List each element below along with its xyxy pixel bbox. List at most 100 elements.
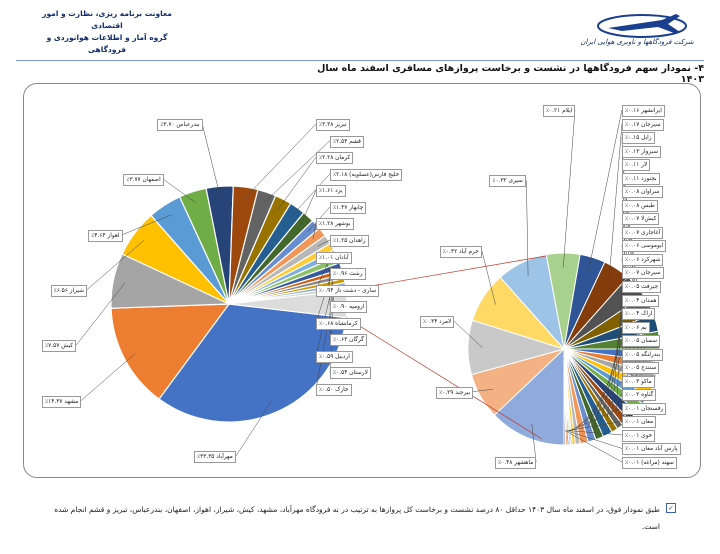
- main-pie-slice: [110, 303, 231, 400]
- secondary-slice-label: شهرکرد ۰.۰۶٪: [622, 253, 664, 266]
- chart-note: طبق نمودار فوق، در اسفند ماه سال ۱۴۰۳ حد…: [54, 505, 660, 531]
- leader-line: [572, 394, 623, 431]
- pie-of-pie-chart: [75, 109, 661, 463]
- secondary-slice-label: بیرجند ۰.۲۹٪: [436, 386, 474, 399]
- secondary-slice-label: لار ۰.۱۱٪: [622, 159, 651, 172]
- main-slice-label: زاهدان ۱.۲۵٪: [330, 234, 369, 247]
- secondary-slice-label: آغاجاری ۰.۰۷٪: [622, 226, 664, 239]
- secondary-slice-label: لامرد ۰.۳۴٪: [420, 316, 455, 329]
- secondary-slice-label: پارس آباد مغان ۰.۰۱٪: [622, 443, 681, 456]
- main-slice-label: آبادان ۱.۰۱٪: [316, 251, 352, 264]
- main-slice-label: ارومیه ۰.۹۰٪: [330, 301, 368, 314]
- secondary-slice-label: کیش‌لا ۰.۰۷٪: [622, 213, 660, 226]
- leader-line: [611, 299, 623, 416]
- logo-text: شرکت فرودگاهها و ناوبری هوایی ایران: [580, 38, 694, 46]
- main-slice-label: کرمانشاه ۰.۶۸٪: [316, 317, 361, 330]
- secondary-slice-label: بجنورد ۰.۱۱٪: [622, 172, 660, 185]
- secondary-slice-label: خرم آباد ۰.۳۲٪: [439, 245, 482, 258]
- main-slice-label: شیراز ۶.۵۶٪: [50, 285, 87, 297]
- leader-line: [163, 179, 197, 204]
- leader-line: [290, 173, 331, 218]
- leader-line: [526, 180, 529, 276]
- secondary-slice-label: ماکو ۰.۰۳٪: [622, 375, 655, 388]
- secondary-slice-label: گناوه ۰.۰۲٪: [622, 389, 657, 402]
- leader-line: [564, 430, 623, 463]
- leader-line: [235, 401, 272, 457]
- main-slice-label: کیش ۷.۵۷٪: [42, 340, 77, 353]
- leader-line: [531, 423, 537, 463]
- main-slice-label: خلیج فارس(عسلویه) ۲.۱۸٪: [330, 168, 403, 181]
- main-slice-label: مشهد ۱۴.۳۷٪: [42, 395, 82, 408]
- secondary-slice-label: خوی ۰.۰۱٪: [622, 429, 656, 442]
- checkbox-note-icon: ✓: [666, 503, 676, 513]
- main-slice-label: قشم ۲.۵۴٪: [330, 135, 364, 148]
- leader-line: [300, 190, 317, 226]
- org-header: معاونت برنامه ریزی، نظارت و امور اقتصادی…: [32, 8, 182, 56]
- leader-line: [317, 239, 331, 247]
- leader-line: [608, 123, 623, 281]
- leader-line: [262, 140, 331, 204]
- secondary-slice-label: سراوان ۰.۰۸٪: [622, 186, 663, 199]
- chart-title: ۴- نمودار سهم فرودگاهها در نشست و برخاست…: [317, 63, 704, 85]
- airport-company-logo: [582, 6, 692, 54]
- leader-line: [75, 282, 126, 346]
- secondary-pie-slice: [563, 348, 567, 446]
- main-slice-label: لارستان ۰.۵۴٪: [330, 367, 371, 380]
- secondary-slice-label: ایلام ۰.۲۱٪: [542, 105, 576, 117]
- leader-line: [588, 109, 623, 272]
- main-slice-label: ساری - دشت ناز ۰.۹۴٪: [316, 284, 380, 297]
- main-slice-label: اصفهان ۳.۷۷٪: [123, 174, 164, 187]
- secondary-pie-slice: [493, 347, 565, 446]
- secondary-slice-label: مغان ۰.۰۱٪: [622, 416, 657, 429]
- leader-line: [86, 240, 145, 291]
- secondary-slice-label: سیرجان ۰.۰۷٪: [622, 267, 664, 280]
- secondary-slice-label: زابل ۰.۱۵٪: [622, 132, 655, 145]
- secondary-slice-label: سنندج ۰.۰۵٪: [622, 362, 660, 375]
- main-slice-label: گرگان ۰.۶۳٪: [330, 334, 367, 347]
- leader-line: [312, 223, 317, 240]
- leader-line: [563, 109, 576, 268]
- secondary-slice-label: سهند (مراغه) ۰.۰۱٪: [622, 457, 677, 469]
- secondary-slice-label: سیری ۰.۳۲٪: [489, 175, 526, 188]
- main-slice-label: تبریز ۳.۳۸٪: [316, 119, 350, 131]
- main-slice-label: چابهار ۱.۳۷٪: [330, 201, 367, 214]
- leader-line: [315, 274, 332, 323]
- main-slice-label: بندرعباس ۳.۷۰٪: [157, 119, 203, 131]
- leader-line: [567, 430, 623, 436]
- secondary-slice-label: جیرفت ۰.۰۵٪: [622, 281, 662, 293]
- header-divider: [16, 60, 704, 61]
- secondary-slice-label: بندرلنگه ۰.۰۵٪: [622, 348, 664, 361]
- secondary-slice-label: اراک ۰.۰۴٪: [622, 308, 656, 321]
- main-slice-label: اردبیل ۰.۵۹٪: [316, 350, 353, 363]
- leader-line: [580, 367, 623, 429]
- secondary-slice-label: سمنان ۰.۰۵٪: [622, 335, 661, 348]
- connector-line-bottom: [346, 317, 543, 440]
- org-line-2: گروه آمار و اطلاعات هوانوردی و فرودگاهی: [46, 33, 168, 54]
- leader-line: [575, 380, 623, 430]
- leader-line: [122, 214, 172, 235]
- airplane-logo-icon: [597, 14, 687, 38]
- leader-line: [277, 156, 317, 210]
- leader-line: [606, 313, 623, 419]
- secondary-slice-label: سبزوار ۰.۱۳٪: [622, 145, 662, 158]
- main-slice-label: اهواز ۴.۶۴٪: [88, 229, 123, 242]
- connector-line-top: [346, 255, 547, 291]
- leader-line: [201, 123, 221, 199]
- leader-line: [570, 407, 623, 431]
- main-slice-label: مهرآباد ۳۳.۳۵٪: [194, 451, 236, 463]
- secondary-slice-label: ابوموسی ۰.۰۶٪: [622, 240, 667, 253]
- main-slice-label: بوشهر ۱.۲۸٪: [316, 218, 354, 231]
- leader-line: [568, 421, 623, 431]
- leader-line: [600, 326, 623, 422]
- secondary-slice-label: بم ۰.۰۶٪: [622, 321, 650, 334]
- main-slice-label: خارک ۰.۵۰٪: [316, 384, 352, 396]
- main-slice-label: کرمان ۲.۲۸٪: [316, 152, 354, 165]
- secondary-slice-label: ایرانشهر ۰.۱۶٪: [622, 105, 665, 117]
- leader-line: [473, 388, 494, 392]
- main-slice-label: رشت ۰.۹۶٪: [330, 268, 366, 281]
- main-slice-label: یزد ۱.۶۱٪: [316, 185, 346, 198]
- secondary-slice-label: همدان ۰.۰۴٪: [622, 294, 660, 307]
- leader-line: [243, 123, 317, 200]
- leader-line: [80, 353, 136, 401]
- org-line-1: معاونت برنامه ریزی، نظارت و امور اقتصادی: [42, 9, 172, 30]
